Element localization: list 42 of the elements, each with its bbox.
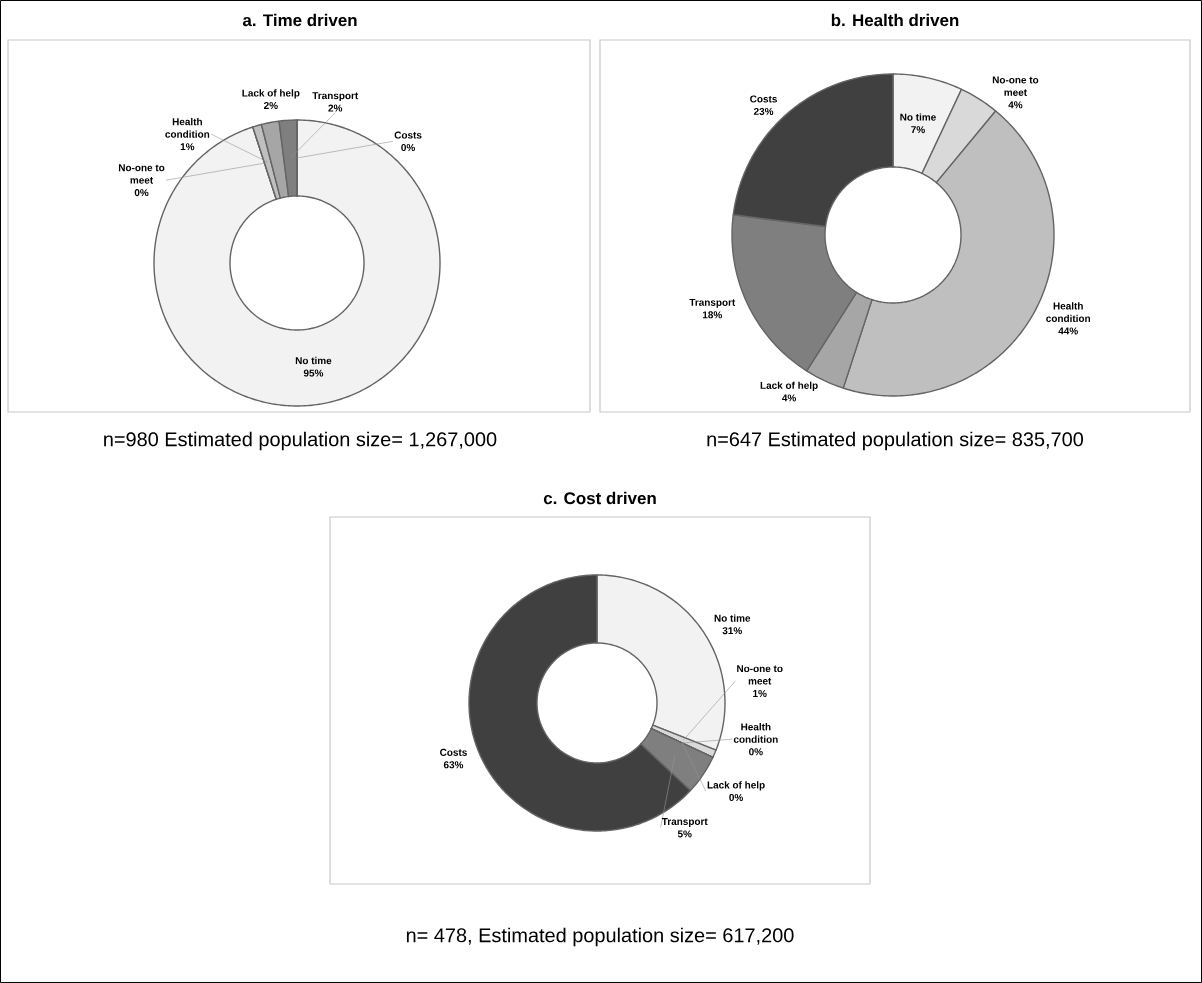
data-label: 95% — [303, 369, 324, 377]
slice-label: Costs — [440, 748, 467, 756]
data-label: 2% — [263, 101, 278, 110]
text: 0% — [729, 793, 743, 801]
data-label: 2% — [328, 104, 343, 112]
data-label: 4% — [1008, 101, 1023, 109]
slice-label: No time — [714, 614, 751, 622]
slice-label: Health condition — [1046, 302, 1091, 322]
data-label: 4% — [782, 394, 797, 402]
data-label: 7% — [911, 126, 925, 134]
chart-title: b. Health driven — [831, 13, 959, 27]
category-label: No-one to meet — [118, 164, 165, 184]
chart-title: c. Cost driven — [543, 491, 656, 505]
category-label: Health condition — [733, 723, 778, 743]
slice-label: No-one to meet — [992, 76, 1039, 96]
text: n=980 Estimated population size= 1,267,000 — [104, 431, 497, 451]
slice-label: Health condition — [165, 117, 210, 138]
data-label: 63% — [443, 761, 464, 769]
data-label: 31% — [722, 627, 742, 635]
data-label: 1% — [180, 143, 195, 151]
slice-label: Lack of help — [242, 89, 300, 99]
slice-label: No-one to meet — [737, 665, 783, 685]
text: n= 478, Estimated population size= 617,200 — [406, 927, 794, 947]
category-label: Lack of help — [707, 781, 765, 791]
slice-label: Lack of help — [760, 381, 818, 391]
text: 0% — [401, 144, 415, 152]
slice-label: Transport — [312, 92, 359, 102]
category-label: Costs — [394, 131, 422, 139]
slice-label: Transport — [689, 298, 736, 308]
slice-label: Costs — [750, 95, 777, 103]
data-label: 18% — [702, 311, 722, 319]
chart-title: a. Time driven — [242, 13, 357, 27]
data-label: 23% — [753, 107, 774, 115]
slice-label: No time — [900, 113, 936, 121]
data-label: 44% — [1058, 327, 1078, 335]
slice-label: No time — [295, 356, 332, 365]
slice-label: Transport — [661, 818, 708, 827]
text: 0% — [134, 189, 149, 197]
data-label: 1% — [753, 689, 767, 698]
text: 0% — [749, 748, 763, 756]
data-label: 5% — [677, 830, 692, 838]
text: n=647 Estimated population size= 835,700 — [707, 431, 1084, 451]
